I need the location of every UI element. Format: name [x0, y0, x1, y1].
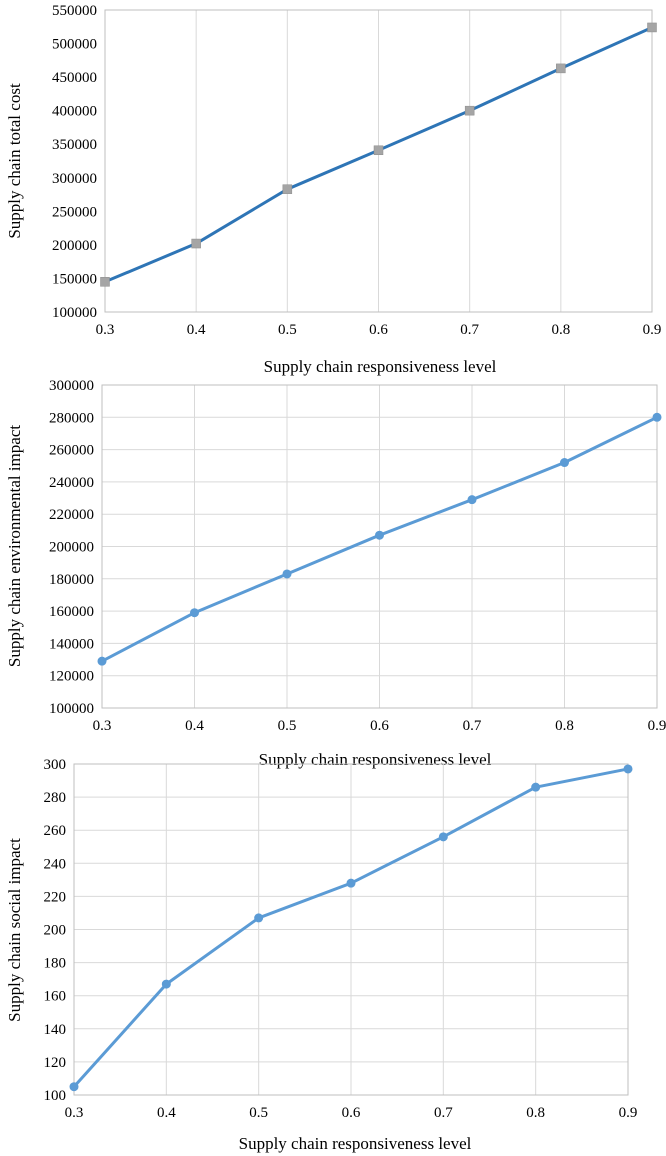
data-point: [375, 530, 384, 540]
y-tick-label: 150000: [52, 271, 97, 287]
x-tick-label: 0.3: [96, 322, 115, 338]
y-tick-label: 280: [44, 790, 67, 806]
y-tick-label: 300: [44, 757, 67, 773]
data-point: [464, 105, 475, 116]
x-tick-label: 0.8: [551, 322, 570, 338]
data-point: [282, 569, 292, 579]
x-tick-label: 0.3: [65, 1105, 84, 1121]
x-tick-label: 0.9: [619, 1105, 638, 1121]
y-tick-label: 300000: [52, 171, 97, 187]
x-tick-label: 0.4: [157, 1105, 176, 1121]
x-tick-label: 0.3: [93, 718, 112, 734]
y-tick-label: 220: [44, 889, 67, 905]
data-point: [346, 878, 356, 888]
y-axis-title: Supply chain social impact: [5, 838, 24, 1022]
y-tick-label: 120000: [49, 669, 94, 685]
x-tick-label: 0.4: [185, 718, 204, 734]
x-tick-label: 0.8: [555, 718, 574, 734]
y-tick-label: 200000: [52, 238, 97, 254]
y-tick-label: 250000: [52, 204, 97, 220]
y-tick-label: 140: [44, 1022, 67, 1038]
data-point: [560, 458, 569, 468]
x-tick-label: 0.9: [648, 718, 666, 734]
y-tick-label: 450000: [52, 70, 97, 86]
x-tick-label: 0.7: [460, 322, 479, 338]
y-tick-label: 500000: [52, 37, 97, 53]
data-point: [100, 277, 110, 287]
plot-frame: [101, 384, 658, 709]
x-tick-label: 0.5: [249, 1105, 268, 1121]
x-tick-label: 0.7: [434, 1105, 453, 1121]
x-axis-title: Supply chain responsiveness level: [239, 1134, 472, 1153]
x-tick-label: 0.6: [369, 322, 388, 338]
y-tick-label: 260: [44, 823, 67, 839]
y-tick-label: 180000: [49, 572, 94, 588]
y-tick-label: 240000: [49, 475, 94, 491]
y-tick-label: 180: [44, 956, 67, 972]
x-tick-label: 0.5: [278, 718, 297, 734]
x-axis-title: Supply chain responsiveness level: [259, 750, 492, 769]
data-point: [254, 913, 264, 923]
y-tick-label: 160000: [49, 604, 94, 620]
y-tick-label: 400000: [52, 104, 97, 120]
y-tick-label: 100000: [49, 701, 94, 717]
y-tick-label: 550000: [52, 3, 97, 19]
y-tick-label: 120: [44, 1055, 67, 1071]
data-point: [556, 63, 566, 74]
y-tick-label: 140000: [49, 636, 94, 652]
y-tick-label: 200000: [49, 540, 94, 556]
x-axis-title: Supply chain responsiveness level: [264, 357, 497, 376]
x-tick-label: 0.4: [187, 322, 206, 338]
data-point: [531, 782, 541, 792]
x-tick-label: 0.8: [526, 1105, 545, 1121]
data-point: [161, 979, 171, 989]
chart-social-impact: Supply chain social impact Supply chain …: [5, 757, 637, 1153]
data-point: [69, 1082, 79, 1092]
chart-environmental-impact: Supply chain environmental impact Supply…: [5, 378, 666, 769]
data-point: [467, 495, 477, 505]
y-tick-label: 300000: [49, 378, 94, 394]
x-tick-label: 0.7: [463, 718, 482, 734]
data-point: [191, 238, 201, 249]
data-point: [623, 764, 633, 774]
data-point: [652, 412, 662, 422]
chart-total-cost: Supply chain total cost Supply chain res…: [5, 3, 661, 376]
data-point: [190, 608, 199, 618]
y-tick-label: 100000: [52, 305, 97, 321]
data-point: [282, 184, 293, 194]
y-tick-label: 220000: [49, 507, 94, 523]
y-tick-label: 350000: [52, 137, 97, 153]
y-tick-label: 280000: [49, 410, 94, 426]
y-tick-label: 160: [44, 989, 67, 1005]
x-tick-label: 0.9: [643, 322, 662, 338]
data-point: [647, 22, 657, 33]
y-tick-label: 260000: [49, 443, 94, 459]
y-axis-title: Supply chain environmental impact: [5, 425, 24, 667]
y-tick-label: 100: [44, 1088, 67, 1104]
y-tick-label: 200: [44, 923, 67, 939]
data-point: [97, 656, 107, 666]
x-tick-label: 0.6: [342, 1105, 361, 1121]
plot-frame: [73, 763, 629, 1096]
y-axis-title: Supply chain total cost: [5, 83, 24, 239]
plot-frame: [104, 9, 653, 313]
data-point: [373, 145, 384, 156]
x-tick-label: 0.6: [370, 718, 389, 734]
data-point: [438, 832, 448, 842]
y-tick-label: 240: [44, 856, 67, 872]
x-tick-label: 0.5: [278, 322, 297, 338]
